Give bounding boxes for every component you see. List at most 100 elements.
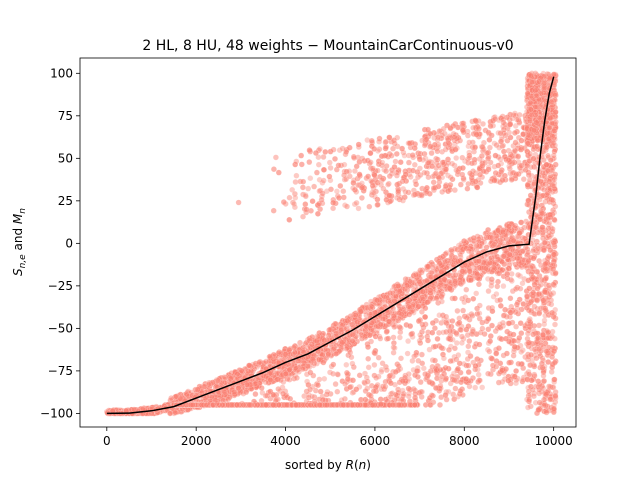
scatter-point xyxy=(391,163,398,170)
scatter-point xyxy=(475,258,482,265)
scatter-point xyxy=(412,394,419,401)
scatter-point xyxy=(445,159,452,166)
scatter-point xyxy=(349,331,356,338)
scatter-point xyxy=(538,276,545,283)
scatter-point xyxy=(366,203,373,210)
scatter-point xyxy=(518,219,525,226)
scatter-point xyxy=(421,142,428,149)
scatter-point xyxy=(420,365,427,372)
scatter-point xyxy=(475,281,482,288)
scatter-point xyxy=(364,378,371,385)
scatter-point xyxy=(482,265,489,272)
scatter-point xyxy=(332,381,339,388)
scatter-point xyxy=(382,138,389,145)
scatter-point xyxy=(512,139,519,146)
scatter-point xyxy=(493,350,500,357)
scatter-point xyxy=(470,295,477,302)
scatter-point xyxy=(277,377,284,384)
scatter-point xyxy=(415,357,422,364)
scatter-point xyxy=(390,145,397,152)
scatter-point xyxy=(240,401,247,408)
scatter-point xyxy=(350,179,357,186)
scatter-point xyxy=(275,169,282,176)
scatter-point xyxy=(332,320,339,327)
scatter-point xyxy=(319,396,326,403)
scatter-point xyxy=(440,125,447,132)
scatter-point xyxy=(473,290,480,297)
scatter-point xyxy=(460,120,467,127)
scatter-point xyxy=(455,365,462,372)
scatter-point xyxy=(286,194,293,201)
scatter-point xyxy=(411,161,418,168)
scatter-point xyxy=(404,282,411,289)
scatter-point xyxy=(500,228,507,235)
scatter-point xyxy=(326,327,333,334)
scatter-point xyxy=(409,357,416,364)
scatter-point xyxy=(390,334,397,341)
scatter-point xyxy=(365,344,372,351)
scatter-point xyxy=(399,378,406,385)
scatter-point xyxy=(302,201,309,208)
scatter-point xyxy=(502,335,509,342)
scatter-point xyxy=(300,401,307,408)
scatter-point xyxy=(500,253,507,260)
scatter-point xyxy=(479,144,486,151)
scatter-point xyxy=(385,181,392,188)
scatter-point xyxy=(292,194,299,201)
scatter-point xyxy=(321,375,328,382)
scatter-point xyxy=(407,304,414,311)
scatter-point xyxy=(507,111,514,118)
scatter-point xyxy=(443,249,450,256)
scatter-point xyxy=(387,394,394,401)
scatter-point xyxy=(344,203,351,210)
scatter-point xyxy=(457,181,464,188)
scatter-point xyxy=(476,302,483,309)
scatter-point xyxy=(520,301,527,308)
scatter-point xyxy=(349,360,356,367)
scatter-point xyxy=(306,159,313,166)
scatter-point xyxy=(228,401,235,408)
scatter-point xyxy=(320,359,327,366)
scatter-point xyxy=(344,317,351,324)
scatter-point xyxy=(385,335,392,342)
scatter-point xyxy=(459,127,466,134)
scatter-point xyxy=(473,242,480,249)
scatter-point xyxy=(428,392,435,399)
scatter-point xyxy=(311,183,318,190)
scatter-point xyxy=(450,370,457,377)
scatter-point xyxy=(395,187,402,194)
scatter-point xyxy=(485,288,492,295)
scatter-point xyxy=(352,312,359,319)
scatter-point xyxy=(442,146,449,153)
scatter-point xyxy=(545,300,552,307)
scatter-point xyxy=(252,380,259,387)
scatter-point xyxy=(346,144,353,151)
scatter-point xyxy=(453,330,460,337)
scatter-point xyxy=(446,285,453,292)
scatter-point xyxy=(467,170,474,177)
scatter-point xyxy=(453,167,460,174)
scatter-point xyxy=(392,293,399,300)
scatter-point xyxy=(357,401,364,408)
scatter-point xyxy=(270,401,277,408)
scatter-point xyxy=(477,377,484,384)
scatter-point xyxy=(399,396,406,403)
scatter-point xyxy=(488,276,495,283)
scatter-point xyxy=(368,319,375,326)
scatter-point xyxy=(507,121,514,128)
scatter-point xyxy=(505,223,512,230)
scatter-point xyxy=(465,323,472,330)
scatter-point xyxy=(458,379,465,386)
scatter-point xyxy=(419,388,426,395)
scatter-point xyxy=(378,368,385,375)
scatter-point xyxy=(504,275,511,282)
scatter-point xyxy=(447,174,454,181)
scatter-point xyxy=(481,259,488,266)
scatter-point xyxy=(459,171,466,178)
scatter-point xyxy=(525,249,532,256)
scatter-point xyxy=(386,173,393,180)
scatter-point xyxy=(457,252,464,259)
scatter-point xyxy=(339,145,346,152)
scatter-point xyxy=(449,318,456,325)
scatter-point xyxy=(460,307,467,314)
